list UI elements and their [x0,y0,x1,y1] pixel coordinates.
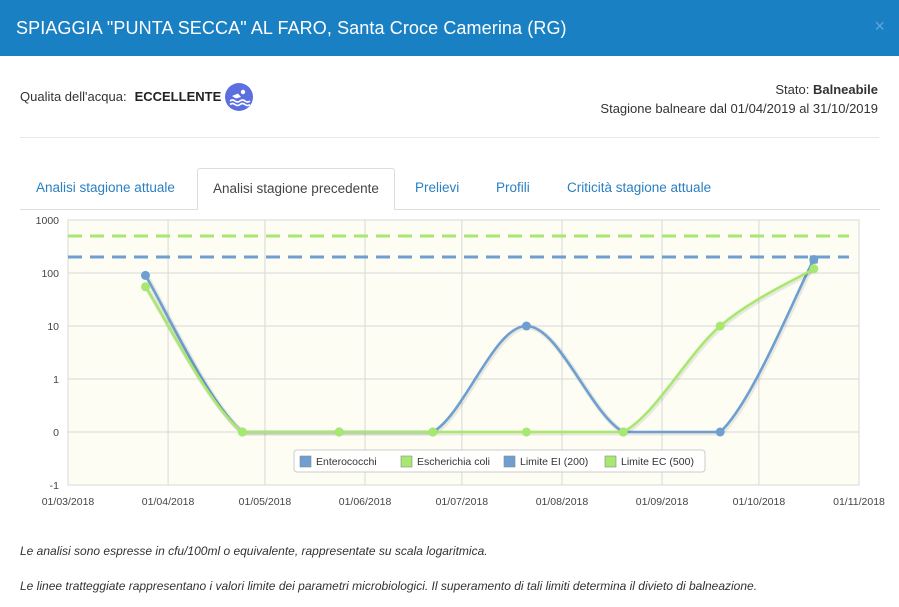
x-tick-label: 01/10/2018 [733,496,786,508]
tab-prelievi[interactable]: Prelievi [415,180,460,195]
status-line: Stato: Balneabile [600,80,878,99]
data-point[interactable] [237,427,247,437]
status-value: Balneabile [812,82,878,97]
water-quality-label: Qualita dell'acqua: [20,88,127,104]
data-point[interactable] [521,321,531,331]
data-point[interactable] [809,264,819,274]
legend-entry[interactable]: Enterococchi [316,456,377,468]
note-limits: Le linee tratteggiate rappresentano i va… [20,579,758,593]
data-point-marker[interactable] [809,255,818,264]
data-point[interactable] [715,321,725,331]
data-point[interactable] [428,427,438,437]
y-tick-label: 10 [47,321,59,333]
tab-bar: Analisi stagione attuale Analisi stagion… [20,168,880,211]
x-tick-label: 01/09/2018 [636,496,689,508]
x-tick-label: 01/08/2018 [536,496,589,508]
legend-swatch [400,455,413,468]
tab-analisi-stagione-attuale[interactable]: Analisi stagione attuale [36,180,175,195]
legend-box [293,449,706,473]
tab-criticita-stagione-attuale[interactable]: Criticità stagione attuale [567,180,712,195]
note-log-scale: Le analisi sono espresse in cfu/100ml o … [20,544,488,558]
x-tick-label: 01/03/2018 [42,496,95,508]
legend-swatch [299,455,312,468]
chart-container: 1000 100 10 1 0 -1 01/03/2018 01/04/2018 01/05/2… [0,210,899,510]
x-tick-label: 01/05/2018 [239,496,292,508]
data-point[interactable] [521,427,531,437]
swimmer-icon [225,83,254,111]
tab-profili[interactable]: Profili [496,180,530,195]
season-dates: Stagione balneare dal 01/04/2019 al 31/1… [600,101,878,116]
data-point[interactable] [715,427,725,437]
water-quality-value: ECCELLENTE [134,88,222,104]
water-quality: Qualita dell'acqua: ECCELLENTE [20,82,254,111]
tab-analisi-stagione-precedente[interactable]: Analisi stagione precedente [197,168,395,211]
y-tick-label: 1 [53,374,59,386]
legend-entry[interactable]: Limite EC (500) [621,456,694,468]
data-point[interactable] [334,427,344,437]
status-label: Stato: [775,82,810,97]
data-point[interactable] [618,427,628,437]
dialog-header: SPIAGGIA "PUNTA SECCA" AL FARO, Santa Cr… [0,0,899,56]
legend-swatch [503,455,516,468]
legend-entry[interactable]: Limite EI (200) [520,456,588,468]
legend-entry[interactable]: Escherichia coli [417,456,490,468]
data-point[interactable] [140,270,150,280]
y-tick-label: 0 [53,427,59,439]
dialog-title: SPIAGGIA "PUNTA SECCA" AL FARO, Santa Cr… [16,18,567,38]
y-tick-label: -1 [50,480,59,492]
x-tick-label: 01/06/2018 [339,496,392,508]
y-tick-label: 100 [41,268,59,280]
close-icon[interactable]: × [874,16,885,36]
plot-area [67,219,860,486]
divider [20,137,879,138]
x-tick-label: 01/04/2018 [142,496,195,508]
legend-swatch [604,455,617,468]
x-tick-label: 01/11/2018 [833,496,885,508]
y-tick-label: 1000 [36,215,60,227]
status-info: Stato: Balneabile Stagione balneare dal … [600,80,878,118]
data-point[interactable] [140,282,150,292]
x-tick-label: 01/07/2018 [436,496,489,508]
